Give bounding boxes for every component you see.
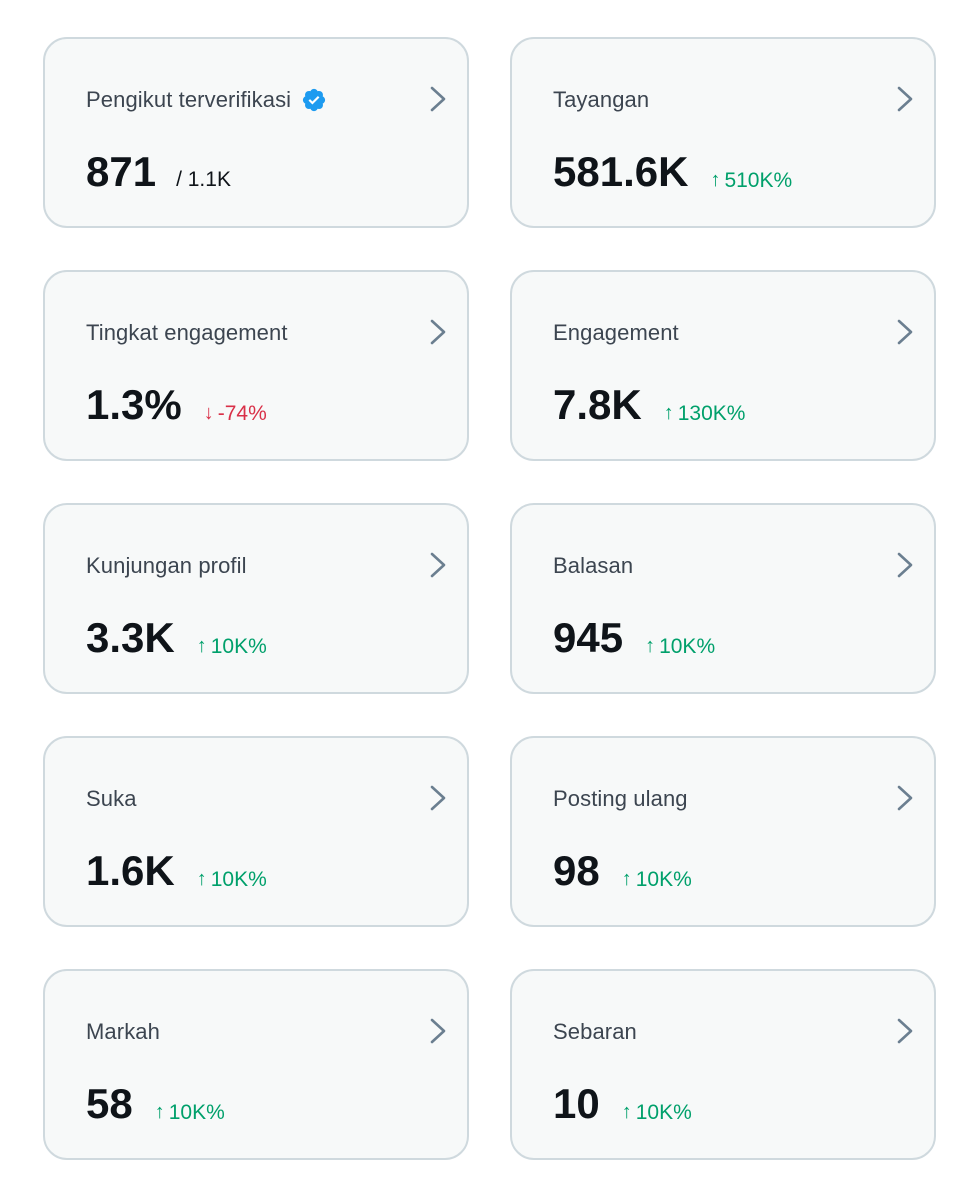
value-row: 871 / 1.1K	[86, 151, 231, 193]
metric-delta: ↑ 10K%	[155, 1101, 225, 1125]
value-row: 1.3% ↓ -74%	[86, 384, 267, 426]
delta-text: 130K%	[677, 401, 746, 425]
card-title-text: Kunjungan profil	[86, 553, 247, 578]
arrow-up-icon: ↑	[196, 635, 207, 657]
metric-total: / 1.1K	[176, 168, 231, 191]
arrow-down-icon: ↓	[203, 402, 214, 424]
card-title-text: Balasan	[553, 553, 634, 578]
card-impressions[interactable]: Tayangan 581.6K ↑ 510K%	[510, 37, 936, 228]
card-replies[interactable]: Balasan 945 ↑ 10K%	[510, 503, 936, 694]
card-reposts[interactable]: Posting ulang 98 ↑ 10K%	[510, 736, 936, 927]
metric-value: 871	[86, 148, 157, 195]
chevron-right-icon	[897, 319, 913, 345]
chevron-right-icon	[430, 86, 446, 112]
arrow-up-icon: ↑	[621, 868, 632, 890]
arrow-up-icon: ↑	[645, 635, 656, 657]
card-engagements[interactable]: Engagement 7.8K ↑ 130K%	[510, 270, 936, 461]
metric-value: 7.8K	[553, 381, 642, 428]
arrow-up-icon: ↑	[710, 169, 721, 191]
chevron-right-icon	[897, 1018, 913, 1044]
value-row: 7.8K ↑ 130K%	[553, 384, 745, 426]
metric-value: 98	[553, 847, 600, 894]
card-title-text: Suka	[86, 786, 137, 811]
metric-value: 3.3K	[86, 614, 175, 661]
metric-value: 58	[86, 1080, 133, 1127]
card-verified-followers[interactable]: Pengikut terverifikasi 871 / 1.1K	[43, 37, 469, 228]
value-row: 58 ↑ 10K%	[86, 1083, 225, 1125]
delta-text: 10K%	[210, 867, 267, 891]
value-row: 98 ↑ 10K%	[553, 850, 692, 892]
delta-text: 10K%	[635, 867, 692, 891]
metric-value: 1.6K	[86, 847, 175, 894]
chevron-right-icon	[897, 552, 913, 578]
metric-value: 10	[553, 1080, 600, 1127]
card-title-text: Engagement	[553, 320, 679, 345]
metric-value: 1.3%	[86, 381, 182, 428]
value-row: 1.6K ↑ 10K%	[86, 850, 267, 892]
metric-delta: ↑ 130K%	[664, 402, 746, 426]
metric-delta: ↑ 10K%	[197, 868, 267, 892]
verified-badge-icon	[303, 88, 326, 112]
delta-text: -74%	[217, 401, 267, 425]
card-profile-visits[interactable]: Kunjungan profil 3.3K ↑ 10K%	[43, 503, 469, 694]
arrow-up-icon: ↑	[154, 1101, 165, 1123]
card-engagement-rate[interactable]: Tingkat engagement 1.3% ↓ -74%	[43, 270, 469, 461]
delta-text: 10K%	[635, 1100, 692, 1124]
card-likes[interactable]: Suka 1.6K ↑ 10K%	[43, 736, 469, 927]
card-title: Suka	[86, 786, 137, 812]
card-bookmarks[interactable]: Markah 58 ↑ 10K%	[43, 969, 469, 1160]
card-title: Balasan	[553, 553, 633, 579]
card-title-text: Sebaran	[553, 1019, 637, 1044]
card-title: Pengikut terverifikasi	[86, 87, 327, 113]
card-title: Kunjungan profil	[86, 553, 247, 579]
value-row: 3.3K ↑ 10K%	[86, 617, 267, 659]
card-title-text: Posting ulang	[553, 786, 688, 811]
chevron-right-icon	[897, 86, 913, 112]
value-row: 945 ↑ 10K%	[553, 617, 715, 659]
card-title: Engagement	[553, 320, 679, 346]
arrow-up-icon: ↑	[196, 868, 207, 890]
card-title: Tayangan	[553, 87, 649, 113]
card-title-text: Markah	[86, 1019, 160, 1044]
card-title-text: Pengikut terverifikasi	[86, 87, 292, 112]
value-row: 10 ↑ 10K%	[553, 1083, 692, 1125]
chevron-right-icon	[897, 785, 913, 811]
chevron-right-icon	[430, 785, 446, 811]
metric-value: 581.6K	[553, 148, 689, 195]
metric-value: 945	[553, 614, 624, 661]
arrow-up-icon: ↑	[621, 1101, 632, 1123]
delta-text: 10K%	[659, 634, 716, 658]
metric-delta: ↑ 10K%	[622, 1101, 692, 1125]
chevron-right-icon	[430, 319, 446, 345]
card-title: Tingkat engagement	[86, 320, 288, 346]
card-title: Sebaran	[553, 1019, 637, 1045]
metrics-grid: Pengikut terverifikasi 871 / 1.1K Tayang…	[43, 37, 936, 1160]
card-title-text: Tayangan	[553, 87, 650, 112]
arrow-up-icon: ↑	[663, 402, 674, 424]
delta-text: 10K%	[168, 1100, 225, 1124]
card-title-text: Tingkat engagement	[86, 320, 288, 345]
card-title: Markah	[86, 1019, 160, 1045]
metric-delta: ↓ -74%	[204, 402, 267, 426]
chevron-right-icon	[430, 1018, 446, 1044]
card-title: Posting ulang	[553, 786, 688, 812]
delta-text: 10K%	[210, 634, 267, 658]
metric-delta: ↑ 510K%	[710, 169, 792, 193]
metric-delta: ↑ 10K%	[622, 868, 692, 892]
value-row: 581.6K ↑ 510K%	[553, 151, 792, 193]
delta-text: 510K%	[724, 168, 793, 192]
metric-delta: ↑ 10K%	[645, 635, 715, 659]
card-shares[interactable]: Sebaran 10 ↑ 10K%	[510, 969, 936, 1160]
metric-delta: ↑ 10K%	[197, 635, 267, 659]
chevron-right-icon	[430, 552, 446, 578]
